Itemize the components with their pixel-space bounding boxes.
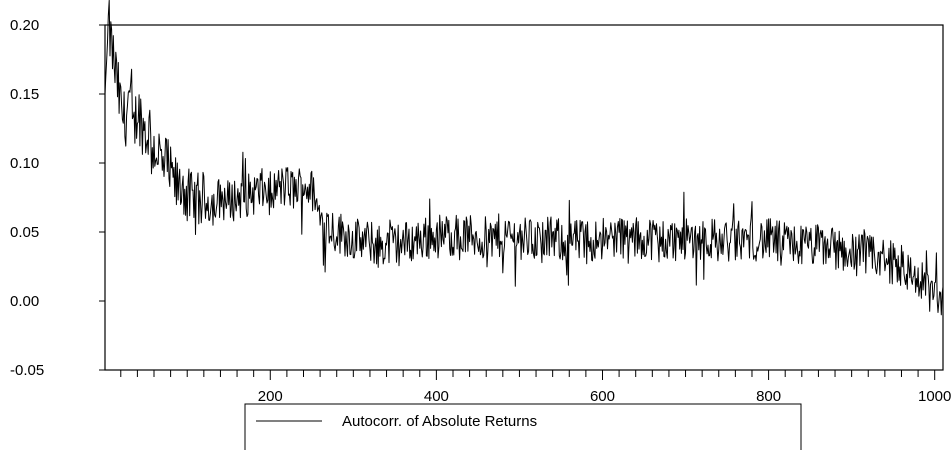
x-tick-label: 400 [424, 388, 449, 405]
x-tick-label: 1000 [918, 388, 951, 405]
y-tick-label: 0.20 [10, 17, 39, 34]
x-tick-label: 200 [258, 388, 283, 405]
plot-frame [104, 24, 944, 371]
x-tick-label: 600 [590, 388, 615, 405]
y-tick-label: 0.15 [10, 86, 39, 103]
y-tick-label: 0.10 [10, 155, 39, 172]
series-layer [104, 0, 944, 316]
legend-box [244, 403, 802, 450]
series-line [104, 0, 944, 316]
x-axis: 200 400 600 800 1000 [120, 370, 951, 405]
legend: Autocorr. of Absolute Returns [244, 403, 802, 450]
y-tick-label: 0.00 [10, 293, 39, 310]
y-tick-label: -0.05 [10, 362, 44, 379]
y-axis: 0.20 0.15 0.10 0.05 0.00 -0.05 [10, 17, 105, 379]
legend-label: Autocorr. of Absolute Returns [342, 413, 537, 430]
y-tick-label: 0.05 [10, 224, 39, 241]
x-tick-label: 800 [756, 388, 781, 405]
